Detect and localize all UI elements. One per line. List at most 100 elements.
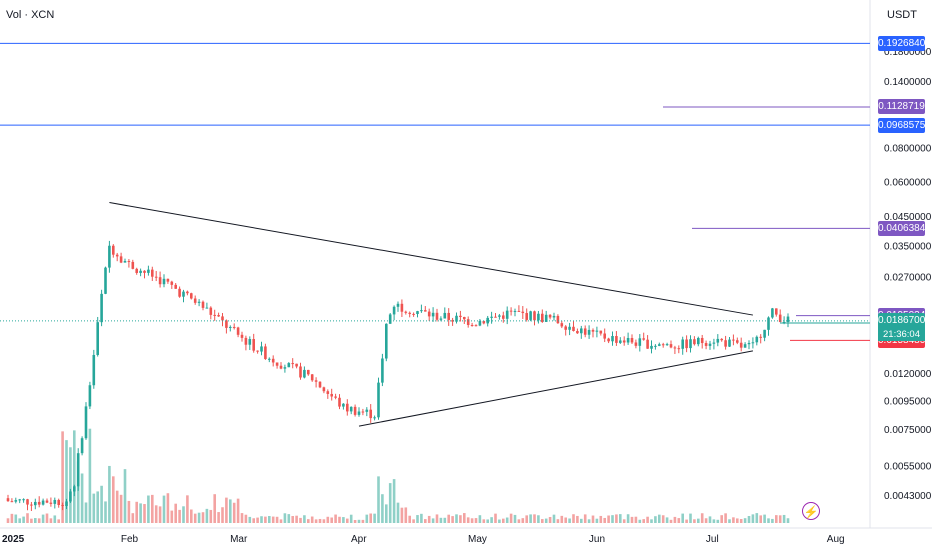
volume-bar [759,515,762,523]
candle-body [626,337,630,343]
candle-body [697,337,700,345]
volume-bar [225,497,228,523]
x-tick-label: Jun [589,534,605,545]
candle-body [751,342,755,344]
lower-trendline [358,350,753,427]
candle-body [112,245,115,255]
volume-bar [303,515,306,523]
candle-body [658,344,661,346]
candle-body [560,323,564,327]
volume-bar [474,518,478,523]
candle-body [26,499,29,505]
volume-bar [498,519,501,523]
volume-bar [201,512,205,523]
candle-body [236,327,240,335]
candle-body [603,333,606,339]
volume-bar [193,513,197,523]
volume-bar [404,507,408,523]
volume-bar [568,518,571,523]
price-level-tag[interactable]: 0.1128719 [878,99,925,115]
volume-bar [732,517,735,523]
volume-bar [521,518,525,523]
candle-body [57,499,60,506]
volume-bar [147,495,150,523]
volume-bar [424,519,427,523]
candle-body [412,313,415,315]
candle-body [295,363,298,367]
candle-body [330,393,333,397]
volume-bar [45,513,49,523]
price-level-tag[interactable]: 0.0968575 [878,117,926,133]
volume-bar [470,518,474,523]
candle-body [482,321,486,324]
volume-bar [743,518,747,523]
candle-body [466,319,470,325]
volume-bar [275,516,279,523]
candle-body [10,501,14,503]
candle-body [782,321,786,323]
candle-body [154,276,158,278]
x-tick-label: Feb [121,534,139,545]
volume-bar [533,514,536,523]
volume-bar [509,513,513,523]
candle-body [22,499,25,501]
x-tick-label: Jul [706,534,719,545]
candle-body [642,338,645,340]
volume-bar [37,518,41,523]
candle-body [568,326,571,330]
volume-bar [661,515,665,523]
volume-bar [143,504,146,523]
volume-bar [73,430,76,523]
horizontal-levels[interactable] [0,42,870,341]
volume-bar [96,491,99,523]
volume-bar [669,519,673,523]
volume-bars [6,428,790,523]
candle-body [455,315,458,322]
candle-body [135,268,138,273]
price-level-tag[interactable]: 0.1926840 [878,35,926,51]
candle-body [736,340,739,343]
volume-bar [112,476,115,523]
volume-bar [537,515,540,523]
candle-body [69,491,72,502]
triangle-trendlines[interactable] [109,202,753,427]
volume-bar [778,515,782,523]
candle-body [30,504,33,506]
y-tick-label: 0.0350000 [884,242,932,253]
time-axis[interactable]: 2025 Feb Mar Apr May Jun Jul Aug [2,534,845,545]
volume-bar [385,504,388,523]
volume-bar [693,519,696,523]
volume-bar [552,514,556,523]
volume-bar [299,517,302,523]
candle-body [232,326,236,328]
candle-body [205,307,209,309]
candle-body [732,339,735,341]
candle-body [669,344,673,348]
candle-body [287,363,291,368]
candle-body [700,337,704,344]
volume-bar [431,518,435,523]
volume-bar [619,514,622,523]
volume-bar [658,514,661,523]
price-level-tag[interactable]: 0.0406384 [878,220,926,236]
candle-body [385,323,388,359]
bolt-icon[interactable]: ⚡ [802,502,820,520]
candle-body [131,261,135,269]
volume-bar [704,518,708,523]
volume-bar [739,519,743,523]
candle-body [373,417,376,419]
volume-bar [338,516,341,523]
last-price-tag[interactable]: 0.0186700 [878,313,926,329]
volume-bar [49,518,53,523]
candle-body [513,310,517,312]
candle-body [743,344,747,348]
grid [0,0,932,529]
candle-body [544,314,548,322]
candle-body [6,498,10,502]
candle-body [615,336,618,343]
candle-body [229,326,232,328]
price-axis[interactable]: 0.1800000 0.1400000 0.0800000 0.0600000 0.04… [884,47,932,502]
candle-body [271,358,275,363]
candle-body [486,317,489,324]
